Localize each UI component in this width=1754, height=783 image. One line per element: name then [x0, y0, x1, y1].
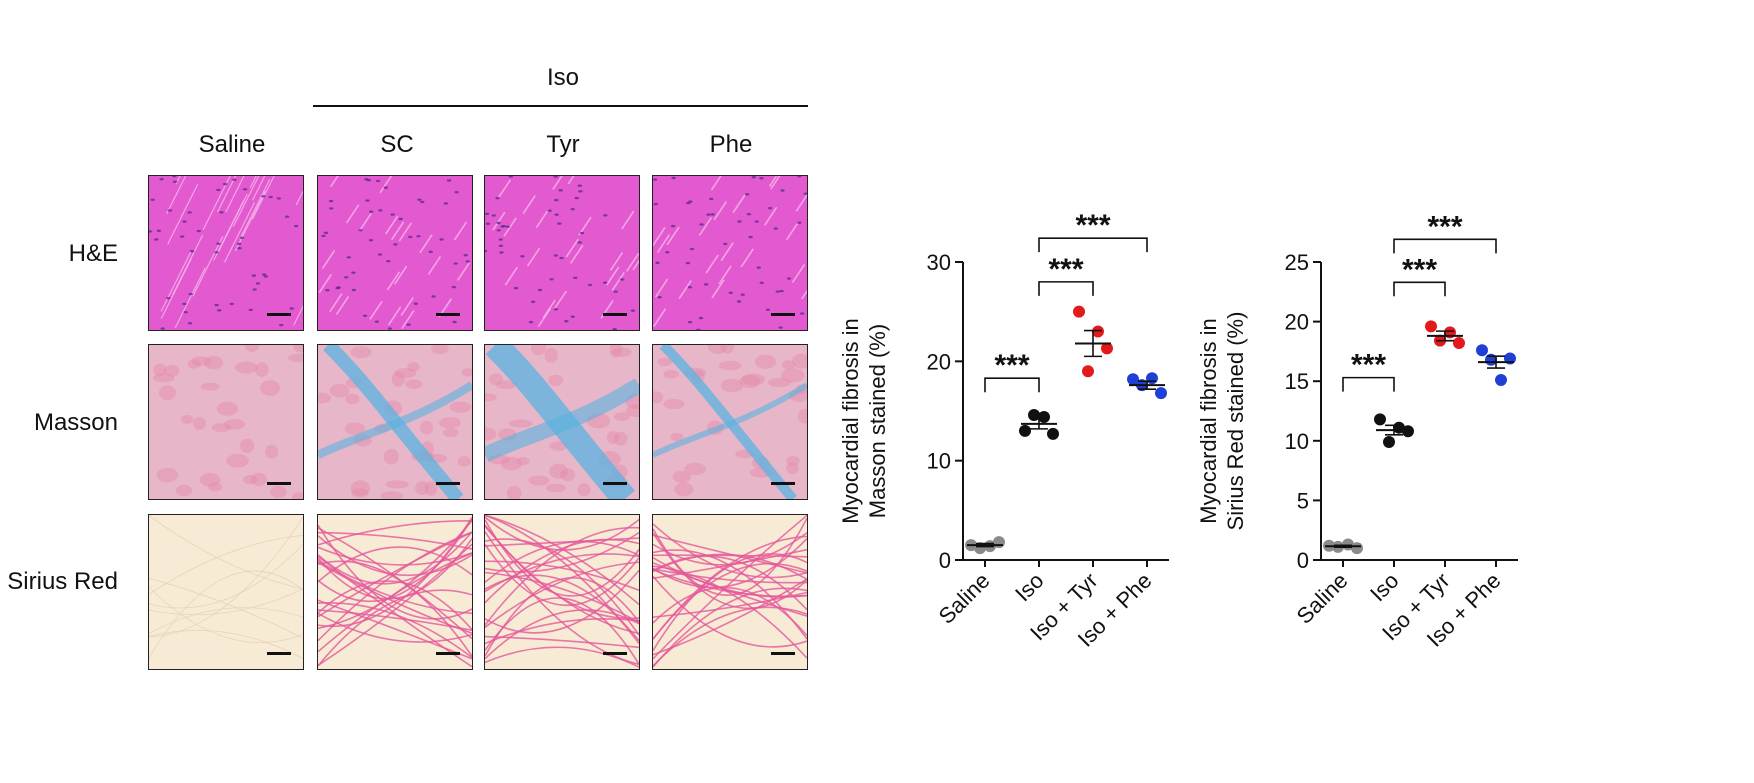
data-point [1351, 542, 1363, 555]
scale-bar [603, 313, 627, 316]
data-point [1402, 425, 1414, 438]
data-point [993, 536, 1005, 549]
data-point [1082, 365, 1094, 378]
scale-bar [771, 313, 795, 316]
data-point [1019, 424, 1031, 437]
data-point [1127, 373, 1139, 386]
micrograph-he-saline [148, 175, 304, 331]
y-tick-label: 0 [1297, 548, 1309, 573]
micrograph-masson-sc [317, 344, 473, 500]
y-axis-label: Masson stained (%) [865, 324, 890, 518]
data-point [1425, 320, 1437, 333]
x-tick-label: Iso [1010, 568, 1048, 606]
x-tick-label: Saline [934, 568, 995, 629]
y-tick-label: 10 [927, 449, 951, 474]
group-label-iso: Iso [546, 64, 579, 91]
micrograph-sirius-tyr [484, 514, 640, 670]
data-point [1453, 337, 1465, 350]
significance-bracket [1393, 281, 1446, 297]
micrograph-he-phe [652, 175, 808, 331]
data-point [1101, 342, 1113, 355]
significance-label: *** [1048, 253, 1083, 286]
significance-label: *** [1075, 209, 1110, 242]
row-label-he: H&E [68, 240, 118, 267]
data-point [1383, 435, 1395, 448]
x-tick-label: Saline [1292, 568, 1353, 629]
y-tick-label: 20 [927, 349, 951, 374]
y-tick-label: 30 [927, 250, 951, 275]
scale-bar [267, 652, 291, 655]
micrograph-masson-phe [652, 344, 808, 500]
scale-bar [436, 652, 460, 655]
data-point [1092, 325, 1104, 338]
data-point [1028, 408, 1040, 421]
row-label-masson: Masson [33, 409, 118, 436]
y-tick-label: 10 [1285, 429, 1309, 454]
y-tick-label: 0 [939, 548, 951, 573]
scale-bar [436, 313, 460, 316]
data-point [1495, 374, 1507, 387]
col-label-sc: SC [380, 131, 414, 158]
y-tick-label: 15 [1285, 369, 1309, 394]
scale-bar [771, 652, 795, 655]
significance-bracket [1393, 238, 1497, 254]
row-label-sirius-red: Sirius Red [7, 568, 118, 595]
col-label-phe: Phe [709, 131, 753, 158]
significance-label: *** [1427, 210, 1462, 243]
data-point [1155, 387, 1167, 400]
scale-bar [603, 652, 627, 655]
significance-bracket [1342, 376, 1395, 392]
col-label-tyr: Tyr [546, 131, 580, 158]
y-tick-label: 25 [1285, 250, 1309, 275]
significance-label: *** [994, 349, 1029, 382]
y-tick-label: 5 [1297, 488, 1309, 513]
micrograph-sirius-saline [148, 514, 304, 670]
scale-bar [603, 482, 627, 485]
group-bracket-line [313, 105, 808, 107]
scale-bar [436, 482, 460, 485]
micrograph-masson-tyr [484, 344, 640, 500]
col-label-saline: Saline [198, 131, 266, 158]
y-axis-label: Sirius Red stained (%) [1223, 312, 1248, 531]
y-axis-label: Myocardial fibrosis in [1196, 318, 1221, 523]
y-axis-label: Myocardial fibrosis in [838, 318, 863, 523]
micrograph-sirius-sc [317, 514, 473, 670]
micrograph-sirius-phe [652, 514, 808, 670]
x-tick-label: Iso [1365, 568, 1403, 606]
scale-bar [267, 313, 291, 316]
significance-bracket [1038, 237, 1148, 253]
y-tick-label: 20 [1285, 310, 1309, 335]
micrograph-masson-saline [148, 344, 304, 500]
micrograph-he-sc [317, 175, 473, 331]
data-point [1073, 305, 1085, 318]
scale-bar [771, 482, 795, 485]
data-point [1476, 344, 1488, 357]
significance-bracket [1038, 281, 1094, 296]
data-point [1146, 372, 1158, 385]
data-point [1374, 413, 1386, 426]
scale-bar [267, 482, 291, 485]
micrograph-he-tyr [484, 175, 640, 331]
significance-label: *** [1402, 253, 1437, 286]
significance-label: *** [1351, 349, 1386, 382]
significance-bracket [984, 377, 1040, 393]
data-point [1047, 427, 1059, 440]
data-point [1038, 410, 1050, 423]
